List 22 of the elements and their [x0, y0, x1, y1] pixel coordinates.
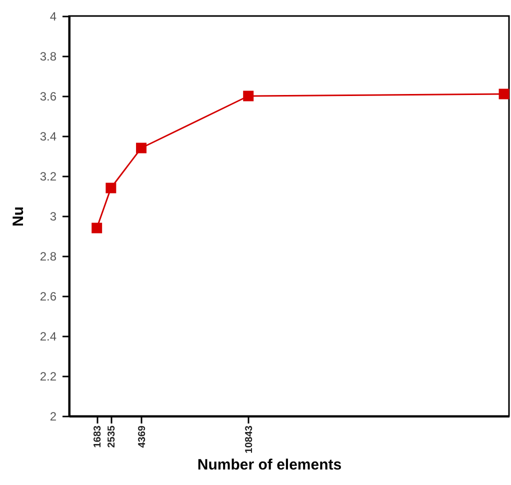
point: [243, 90, 254, 102]
y-tick-label: 3.2: [40, 170, 57, 184]
x-axis-title: Number of elements: [197, 456, 342, 474]
point: [498, 88, 510, 100]
y-tick-label: 3: [50, 210, 57, 224]
x-tick-label: 4369: [136, 425, 148, 448]
y-tick-label: 2.4: [40, 330, 57, 344]
point: [92, 222, 102, 234]
y-axis-title: Nu: [10, 206, 27, 226]
y-tick-label: 2.2: [40, 370, 57, 384]
point: [106, 182, 116, 194]
point: [136, 142, 147, 154]
y-tick-label: 2.8: [40, 250, 57, 264]
y-tick-label: 3.8: [40, 50, 57, 64]
y-tick-label: 4: [50, 10, 57, 24]
x-tick-label: 10843: [244, 425, 255, 454]
y-tick-label: 2: [50, 410, 57, 424]
x-tick-label: 2535: [106, 425, 118, 448]
y-tick-label: 3.6: [40, 90, 57, 104]
y-tick-label: 2.6: [40, 290, 57, 304]
y-tick-label: 3.4: [40, 130, 57, 144]
x-tick-label: 1683: [92, 425, 104, 448]
